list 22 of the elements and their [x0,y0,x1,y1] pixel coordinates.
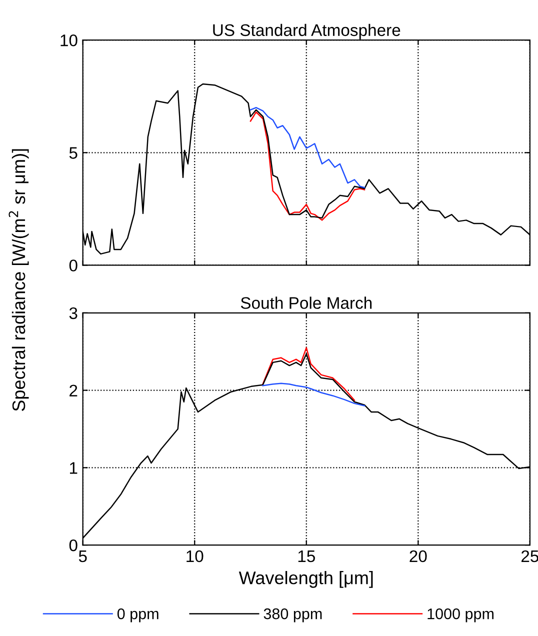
line-series [262,347,356,401]
line-series [250,106,366,188]
line-series [250,111,366,221]
y-tick-label: 10 [60,34,78,46]
x-axis-title: Wavelength [μm] [238,571,373,588]
legend-label: 0 ppm [117,608,158,622]
y-tick-label: 5 [69,147,78,159]
y-tick-label: 3 [69,307,78,320]
y-tick-label: 1 [70,462,78,474]
x-tick-label: 15 [298,550,315,562]
chart-title: South Pole March [240,296,372,309]
y-tick-label: 0 [69,539,78,552]
legend-label: 380 ppm [264,608,322,622]
x-tick-label: 5 [78,550,87,562]
x-tick-label: 20 [410,550,427,562]
chart-title: US Standard Atmosphere [213,24,400,40]
x-tick-label: 10 [186,550,204,562]
legend-label: 1000 ppm [428,608,494,622]
y-tick-label: 2 [70,384,78,396]
line-series [262,382,366,406]
y-axis-title: Spectral radiance [W/(m$^{2}$ sr μm)] [8,149,29,412]
y-tick-label: 0 [69,260,78,272]
